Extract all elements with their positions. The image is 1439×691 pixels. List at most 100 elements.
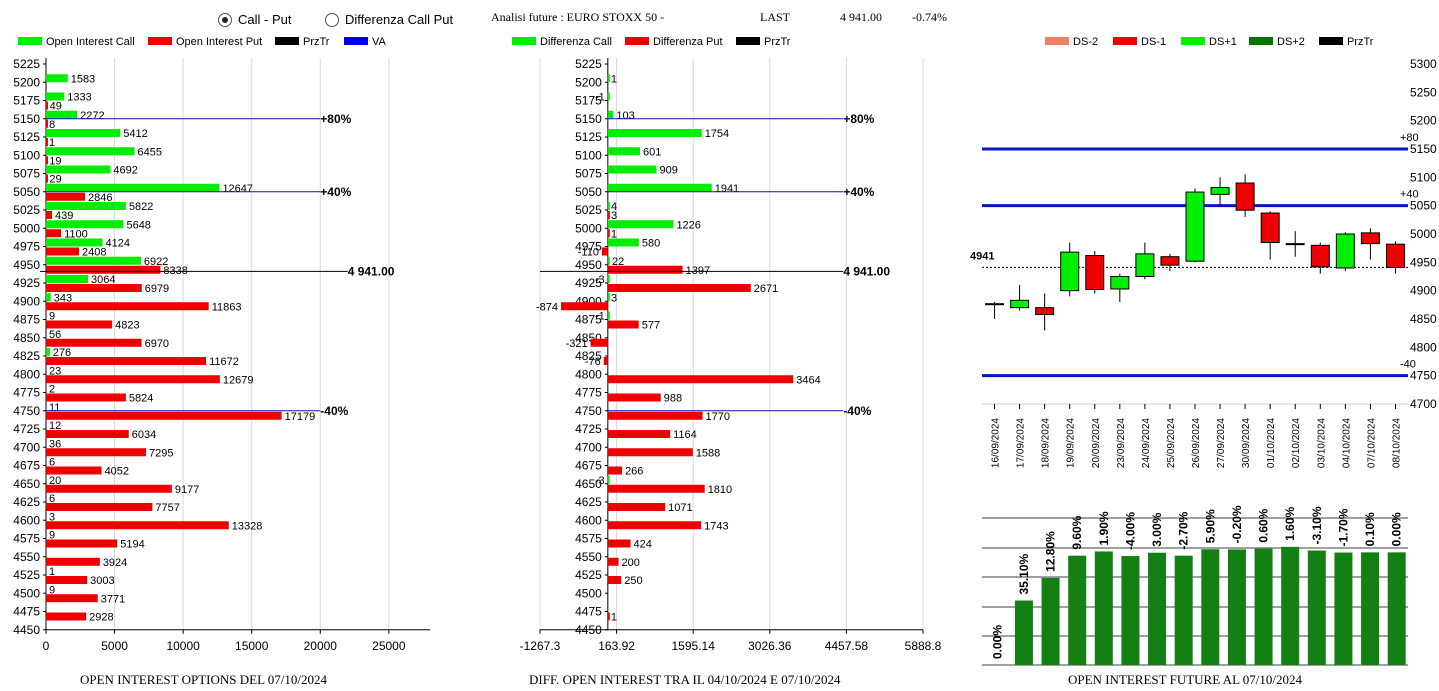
strike-label: 4800 bbox=[13, 367, 40, 381]
bar-label: 3771 bbox=[101, 593, 125, 605]
radio-call-put[interactable]: Call - Put bbox=[218, 12, 291, 27]
oi-bar bbox=[1014, 600, 1033, 665]
bar-label: -3 bbox=[595, 475, 605, 487]
radio-selected-icon bbox=[218, 12, 232, 27]
put-bar bbox=[607, 466, 623, 475]
bar-label: 3003 bbox=[90, 575, 114, 587]
strike-label: 5225 bbox=[13, 57, 40, 71]
bar-label: -874 bbox=[536, 301, 558, 313]
bar-label: 1 bbox=[611, 228, 617, 240]
candle-body bbox=[1260, 212, 1280, 244]
put-bar bbox=[607, 430, 671, 438]
y-tick-label: 5300 bbox=[1410, 57, 1437, 71]
strike-label: 5100 bbox=[13, 148, 40, 162]
bar-label: -1 bbox=[595, 311, 605, 323]
date-label: 19/09/2024 bbox=[1066, 418, 1077, 468]
radio-differenza[interactable]: Differenza Call Put bbox=[325, 12, 453, 27]
price-line-label: 4941 bbox=[970, 250, 994, 262]
reference-label: 4 941.00 bbox=[843, 264, 890, 278]
legend-swatch bbox=[344, 37, 368, 45]
put-bar bbox=[607, 411, 703, 420]
oi-bar-label: -2.70% bbox=[1177, 511, 1191, 549]
strike-label: 5075 bbox=[13, 167, 40, 181]
call-bar bbox=[607, 311, 610, 320]
put-bar bbox=[46, 138, 48, 146]
put-bar bbox=[46, 411, 282, 420]
legend-label: Differenza Put bbox=[653, 36, 723, 48]
oi-bar bbox=[1121, 556, 1140, 665]
oi-bar-label: 0.60% bbox=[1257, 508, 1271, 542]
strike-label: 5225 bbox=[575, 57, 602, 71]
strike-label: 4950 bbox=[13, 258, 40, 272]
put-bar bbox=[46, 539, 118, 548]
bar-label: 601 bbox=[643, 146, 661, 158]
bar-label: 12679 bbox=[223, 374, 254, 386]
bar-label: 103 bbox=[616, 110, 634, 122]
bar-label: 1941 bbox=[715, 183, 739, 195]
put-bar bbox=[46, 247, 80, 256]
x-tick-label: 10000 bbox=[166, 639, 200, 653]
strike-label: 5075 bbox=[575, 167, 602, 181]
bar-label: 439 bbox=[55, 210, 73, 222]
date-label: 24/09/2024 bbox=[1141, 418, 1152, 468]
legend-label: DS-1 bbox=[1141, 36, 1166, 48]
strike-label: 4700 bbox=[575, 440, 602, 454]
put-bar bbox=[46, 302, 209, 311]
bar-label: -1 bbox=[595, 92, 605, 104]
bar-label: 5412 bbox=[123, 128, 147, 140]
oi-bar bbox=[1041, 577, 1060, 665]
strike-label: 5000 bbox=[575, 221, 602, 235]
put-bar bbox=[607, 612, 610, 621]
put-bar bbox=[46, 338, 142, 347]
bar-label: 1743 bbox=[704, 520, 728, 532]
strike-label: 4675 bbox=[13, 459, 40, 473]
y-tick-label: 4900 bbox=[1410, 284, 1437, 298]
x-tick-label: -1267.3 bbox=[520, 639, 561, 653]
bar-label: 276 bbox=[53, 347, 71, 359]
put-bar bbox=[46, 320, 113, 329]
chart1-title: OPEN INTEREST OPTIONS DEL 07/10/2024 bbox=[80, 672, 327, 687]
bar-label: 6455 bbox=[138, 146, 162, 158]
strike-label: 4775 bbox=[13, 386, 40, 400]
reference-label: -40% bbox=[843, 404, 871, 418]
call-bar bbox=[607, 147, 640, 156]
bar-label: 1754 bbox=[705, 128, 729, 140]
legend-swatch bbox=[512, 37, 536, 45]
bar-label: 2846 bbox=[88, 192, 112, 204]
strike-label: 4925 bbox=[575, 276, 602, 290]
candle-body bbox=[1185, 191, 1205, 262]
legend-swatch bbox=[18, 37, 42, 45]
bar-label: 20 bbox=[49, 475, 61, 487]
bar-label: 200 bbox=[622, 557, 640, 569]
x-tick-label: 163.92 bbox=[598, 639, 635, 653]
date-label: 27/09/2024 bbox=[1216, 418, 1227, 468]
legend-swatch bbox=[1249, 37, 1273, 45]
bar-label: 2408 bbox=[82, 247, 106, 259]
call-bar bbox=[607, 74, 610, 83]
strike-label: 5200 bbox=[575, 75, 602, 89]
bar-label: -321 bbox=[566, 338, 588, 350]
call-bar bbox=[46, 275, 89, 283]
bar-label: 4823 bbox=[115, 320, 139, 332]
bar-label: 6922 bbox=[144, 256, 168, 268]
bar-label: 6 bbox=[49, 457, 55, 469]
oi-bar bbox=[1334, 552, 1353, 665]
bar-label: 9177 bbox=[175, 484, 199, 496]
date-label: 20/09/2024 bbox=[1091, 418, 1102, 468]
legend-swatch bbox=[1113, 37, 1137, 45]
oi-bar-label: -3.10% bbox=[1310, 506, 1324, 544]
strike-label: 5000 bbox=[13, 221, 40, 235]
bar-label: 13328 bbox=[232, 520, 263, 532]
bar-label: 1226 bbox=[676, 219, 700, 231]
put-bar bbox=[46, 284, 142, 292]
bar-label: 424 bbox=[634, 539, 652, 551]
bar-label: 1397 bbox=[686, 265, 710, 277]
oi-bar-label: 1.90% bbox=[1097, 511, 1111, 545]
x-tick-label: 3026.36 bbox=[748, 639, 792, 653]
call-bar bbox=[46, 74, 68, 83]
bar-label: 23 bbox=[49, 365, 61, 377]
bar-label: 7757 bbox=[155, 502, 179, 514]
bar-label: 7295 bbox=[149, 447, 173, 459]
legend-label: PrzTr bbox=[1347, 36, 1374, 48]
reference-label: +40% bbox=[320, 185, 351, 199]
